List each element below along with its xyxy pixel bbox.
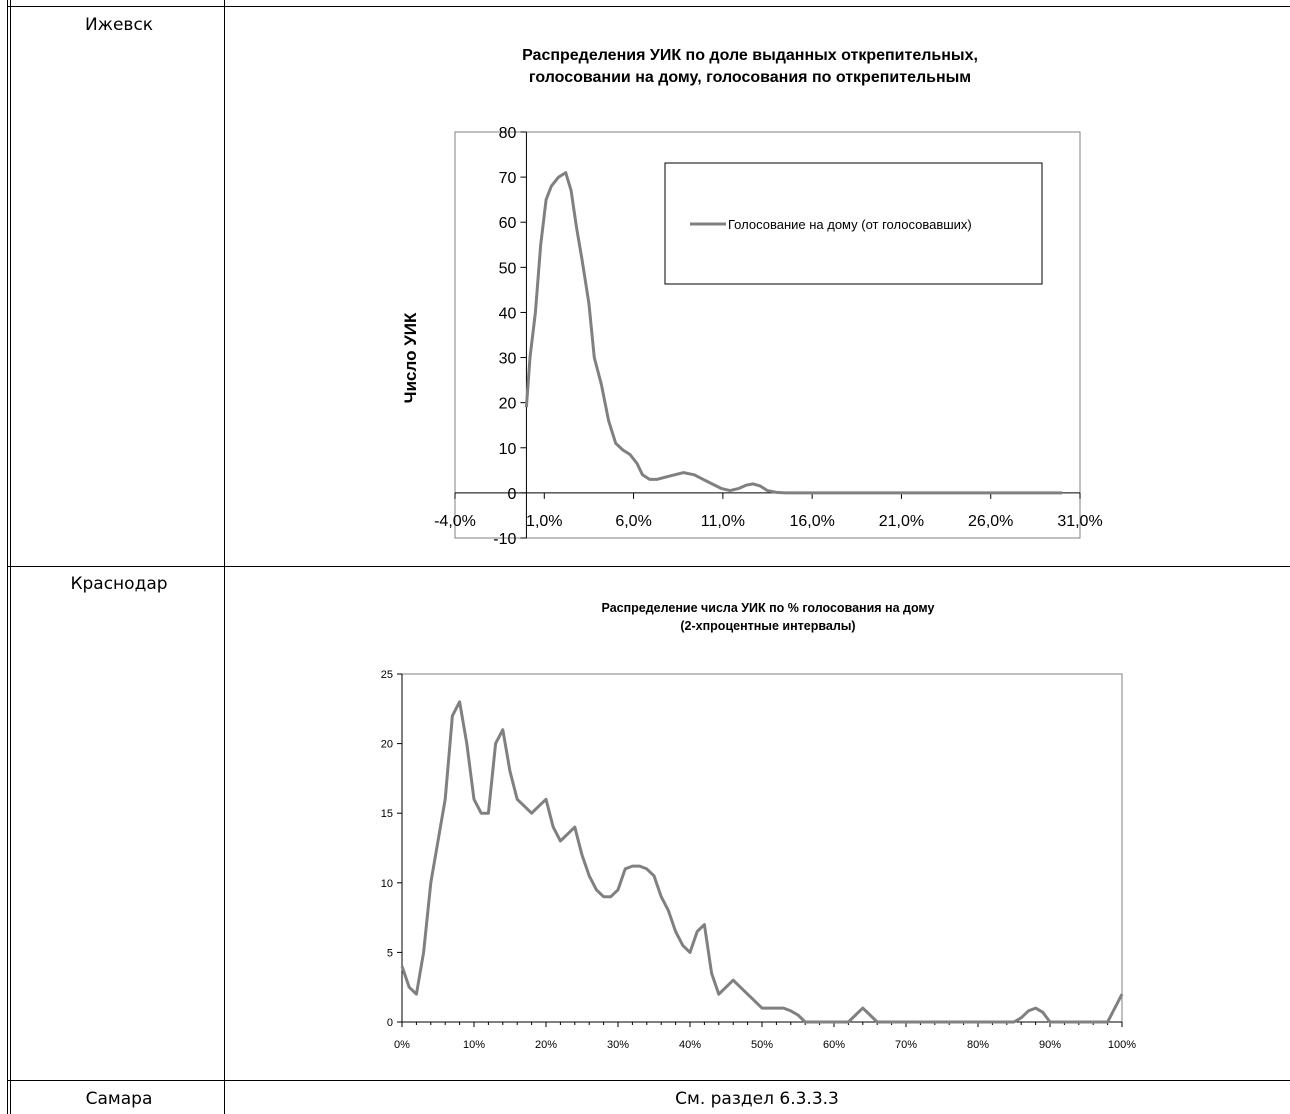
samara-reference-note: См. раздел 6.3.3.3 <box>675 1089 839 1109</box>
chart1-x-tick-label: 1,0% <box>526 513 562 530</box>
chart2-x-tick-label: 40% <box>679 1039 701 1051</box>
chart1-y-tick-label: 20 <box>499 396 517 413</box>
chart2-x-tick-label: 50% <box>751 1039 773 1051</box>
chart1-y-tick-label: 40 <box>499 305 517 322</box>
row-city-izhevsk: Ижевск <box>84 15 154 35</box>
chart2-y-tick-label: 10 <box>381 878 393 890</box>
table-row-divider-1 <box>7 566 1290 567</box>
chart2-x-tick-label: 100% <box>1108 1039 1136 1051</box>
table-border-left <box>7 0 8 1114</box>
chart2-x-tick-label: 0% <box>394 1039 410 1051</box>
table-border-top <box>7 6 1290 7</box>
chart-krasnodar: Распределение числа УИК по % голосования… <box>381 601 1137 1051</box>
chart2-title-line1: Распределение числа УИК по % голосования… <box>602 601 935 615</box>
chart1-x-tick-label: 31,0% <box>1057 513 1102 530</box>
chart1-legend-label: Голосование на дому (от голосовавших) <box>728 217 972 232</box>
chart2-y-tick-label: 25 <box>381 669 393 681</box>
chart2-x-tick-label: 60% <box>823 1039 845 1051</box>
chart-izhevsk: Распределения УИК по доле выданных откре… <box>401 47 1103 548</box>
chart2-y-tick-label: 5 <box>387 947 393 959</box>
chart1-x-tick-label: -4,0% <box>434 513 476 530</box>
chart1-x-tick-label: 26,0% <box>968 513 1013 530</box>
chart1-x-tick-label: 11,0% <box>701 513 745 530</box>
chart2-x-tick-label: 70% <box>895 1039 917 1051</box>
chart1-y-tick-label: -10 <box>493 531 516 548</box>
chart1-x-tick-label: 6,0% <box>615 513 651 530</box>
chart2-y-tick-label: 0 <box>387 1017 393 1029</box>
chart1-y-tick-label: 80 <box>499 125 517 142</box>
chart1-title-line1: Распределения УИК по доле выданных откре… <box>522 47 978 64</box>
chart1-y-tick-label: 10 <box>499 441 517 458</box>
chart1-x-tick-label: 16,0% <box>789 513 834 530</box>
chart2-x-tick-label: 10% <box>463 1039 485 1051</box>
chart2-x-tick-label: 20% <box>535 1039 557 1051</box>
table-column-divider <box>224 0 225 1114</box>
chart1-y-tick-label: 0 <box>508 486 517 503</box>
chart1-x-tick-label: 21,0% <box>879 513 924 530</box>
chart2-plot-area <box>401 673 1123 1023</box>
chart1-legend-box <box>664 162 1043 285</box>
chart1-y-tick-label: 60 <box>499 215 517 232</box>
chart1-series-line <box>524 171 1063 495</box>
chart1-y-tick-label: 70 <box>499 170 517 187</box>
chart2-series-line <box>400 700 1124 1024</box>
chart2-y-tick-label: 15 <box>381 808 393 820</box>
table-row-divider-2 <box>7 1080 1290 1081</box>
table-border-left-inner <box>10 0 11 1114</box>
chart2-x-tick-label: 80% <box>967 1039 989 1051</box>
chart2-x-tick-label: 30% <box>607 1039 629 1051</box>
chart1-title-line2: голосовании на дому, голосования по откр… <box>529 69 971 86</box>
chart1-y-axis-label: Число УИК <box>401 312 420 403</box>
chart1-y-tick-label: 30 <box>499 351 517 368</box>
chart2-y-tick-label: 20 <box>381 739 393 751</box>
row-city-samara: Самара <box>85 1089 153 1109</box>
chart2-x-tick-label: 90% <box>1039 1039 1061 1051</box>
row-city-krasnodar: Краснодар <box>70 574 168 594</box>
chart1-y-tick-label: 50 <box>499 260 517 277</box>
chart1-plot-area <box>454 131 1081 539</box>
chart2-title-line2: (2-хпроцентные интервалы) <box>680 619 855 633</box>
